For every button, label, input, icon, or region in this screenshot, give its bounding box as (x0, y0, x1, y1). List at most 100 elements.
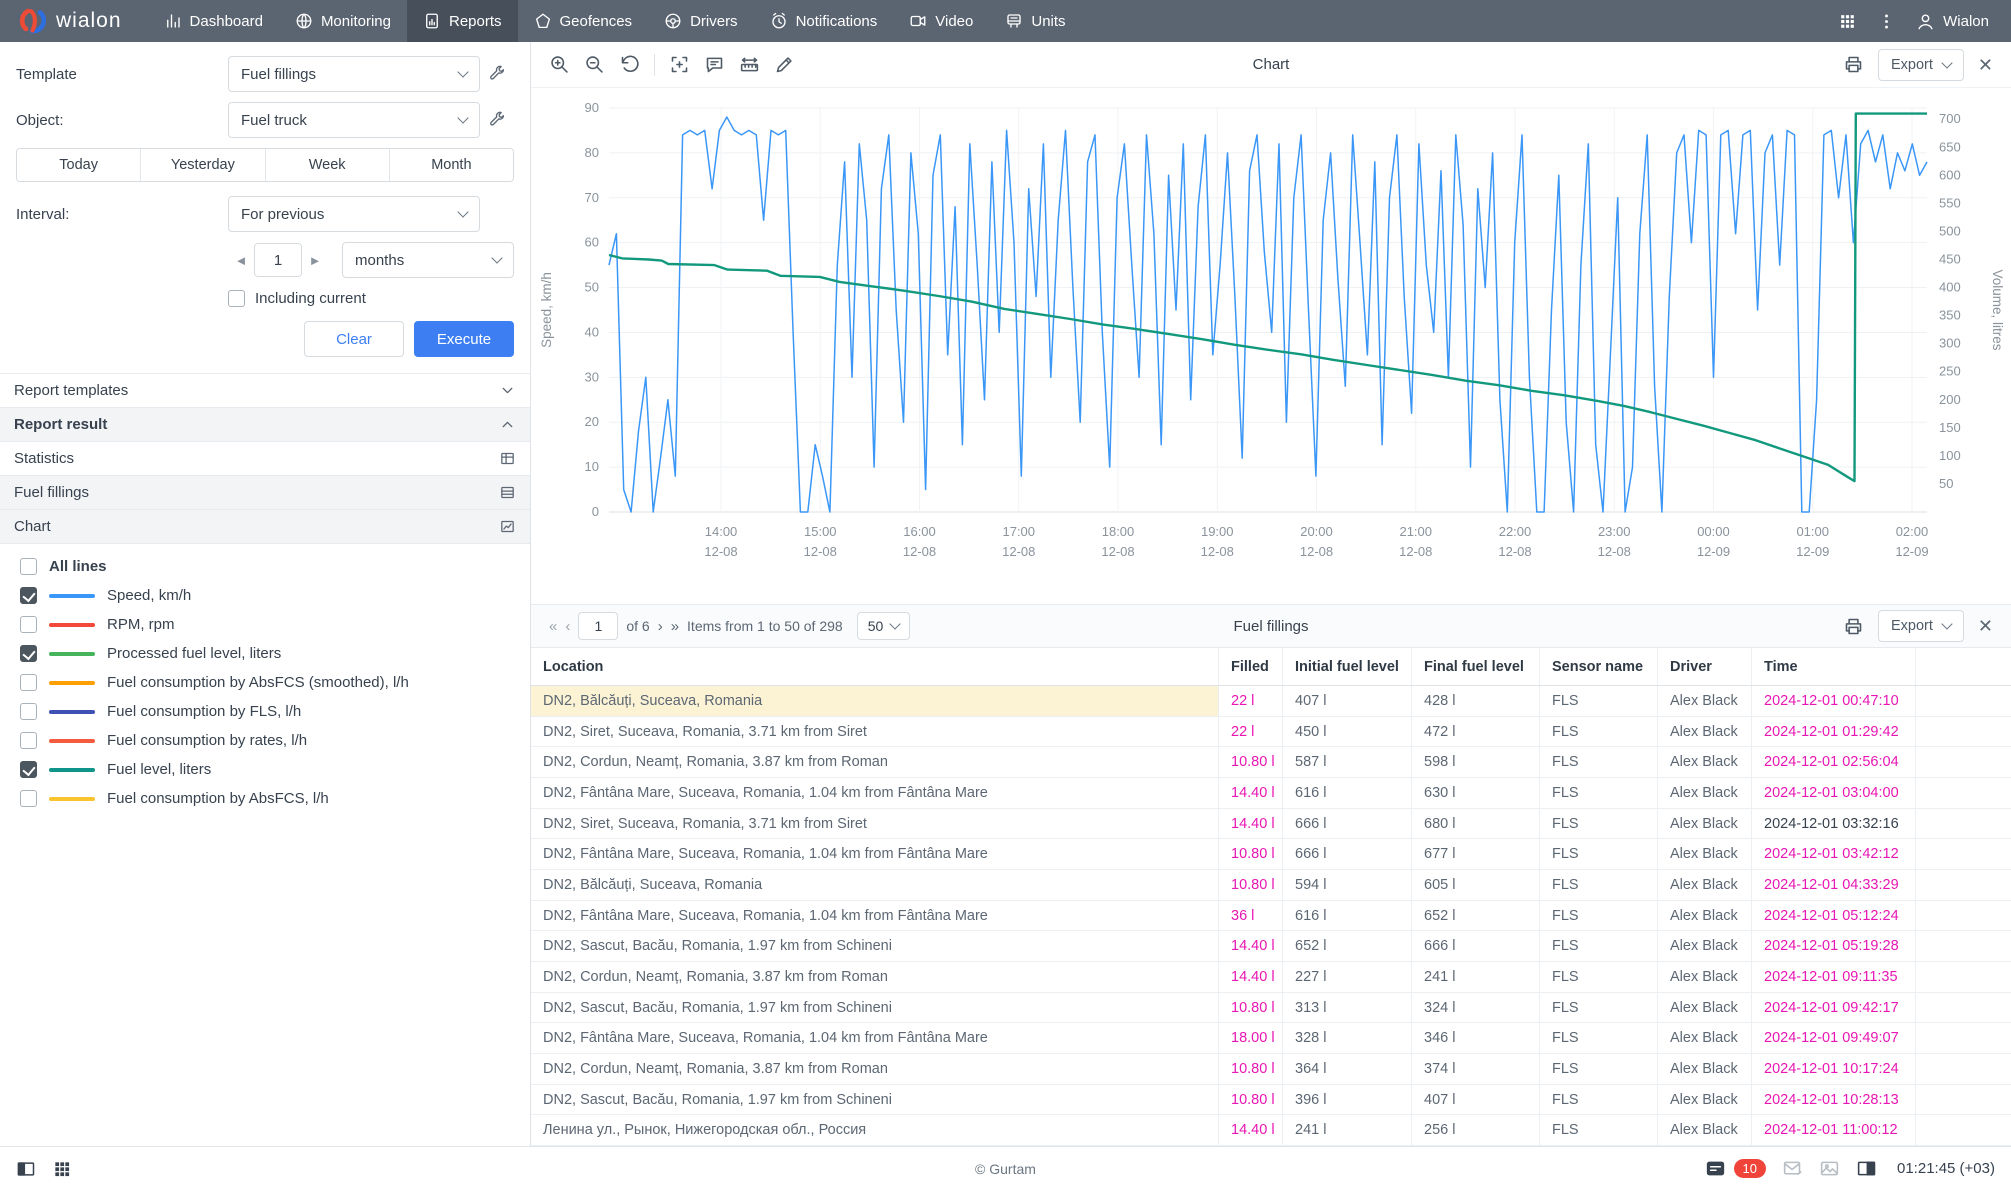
zoom-out-button[interactable] (584, 54, 605, 75)
nav-item-dashboard[interactable]: Dashboard (148, 0, 279, 42)
sidebar-section-fuel-fillings[interactable]: Fuel fillings (0, 475, 530, 509)
print-icon[interactable] (1843, 616, 1864, 637)
legend-item-rpm-rpm[interactable]: RPM, rpm (0, 610, 530, 639)
clear-button[interactable]: Clear (304, 321, 404, 357)
interval-increment-button[interactable]: ► (308, 252, 322, 268)
kebab-menu-icon[interactable] (1877, 12, 1896, 31)
nav-item-units[interactable]: Units (989, 0, 1081, 42)
media-icon[interactable] (1819, 1158, 1840, 1179)
table-row[interactable]: DN2, Siret, Suceava, Romania, 3.71 km fr… (531, 808, 2011, 840)
sidebar-toggle-icon[interactable] (16, 1159, 36, 1179)
template-select[interactable]: Fuel fillings (228, 56, 480, 92)
tab-month[interactable]: Month (389, 149, 513, 181)
interval-unit-select[interactable]: months (342, 242, 514, 278)
page-number-input[interactable] (578, 612, 619, 640)
template-edit-button[interactable] (480, 65, 514, 83)
sidebar-section-report-templates[interactable]: Report templates (0, 373, 530, 407)
next-page-button[interactable]: › (657, 617, 663, 635)
legend-item-fuel-consumption-by-absfcs-l-h[interactable]: Fuel consumption by AbsFCS, l/h (0, 784, 530, 813)
ruler-button[interactable] (739, 54, 760, 75)
svg-text:60: 60 (585, 235, 599, 250)
chart-plot-area[interactable]: 0 10 20 30 40 50 60 70 80 90 14:00 12-08 15:00 12-08 1… (531, 88, 2011, 604)
driver-cell: Alex Black (1658, 1084, 1752, 1115)
table-row[interactable]: DN2, Cordun, Neamț, Romania, 3.87 km fro… (531, 747, 2011, 779)
apps-grid-icon[interactable] (1838, 12, 1857, 31)
notifications-panel-icon[interactable] (1705, 1158, 1726, 1179)
sidebar-section-statistics[interactable]: Statistics (0, 441, 530, 475)
table-row[interactable]: DN2, Bălcăuți, Suceava, Romania 22 l 407 l… (531, 686, 2011, 717)
chart-close-icon[interactable]: ✕ (1977, 54, 1993, 75)
interval-select[interactable]: For previous (228, 196, 480, 232)
legend-item-fuel-consumption-by-rates-l-h[interactable]: Fuel consumption by rates, l/h (0, 726, 530, 755)
table-row[interactable]: DN2, Fântâna Mare, Suceava, Romania, 1.0… (531, 778, 2011, 809)
tab-week[interactable]: Week (265, 149, 390, 181)
wialon-logo[interactable]: wialon (0, 0, 148, 42)
execute-button[interactable]: Execute (414, 321, 514, 357)
including-current-checkbox[interactable]: Including current (228, 290, 514, 307)
legend-item-fuel-consumption-by-fls-l-h[interactable]: Fuel consumption by FLS, l/h (0, 697, 530, 726)
table-row[interactable]: DN2, Cordun, Neamț, Romania, 3.87 km fro… (531, 1054, 2011, 1085)
legend-item-fuel-level-liters[interactable]: Fuel level, liters (0, 755, 530, 784)
table2-icon (501, 486, 514, 499)
tab-yesterday[interactable]: Yesterday (141, 149, 266, 181)
table-row[interactable]: DN2, Siret, Suceava, Romania, 3.71 km fr… (531, 716, 2011, 748)
checkbox-icon (20, 674, 37, 691)
print-icon[interactable] (1843, 54, 1864, 75)
nav-item-monitoring[interactable]: Monitoring (279, 0, 407, 42)
sidebar-section-chart[interactable]: Chart (0, 509, 530, 543)
table-export-button[interactable]: Export (1877, 610, 1964, 642)
nav-item-video[interactable]: Video (893, 0, 989, 42)
apps-panel-icon[interactable] (52, 1159, 72, 1179)
user-menu[interactable]: Wialon (1916, 12, 1989, 31)
line-color-swatch (49, 738, 95, 743)
object-edit-button[interactable] (480, 111, 514, 129)
chart-export-button[interactable]: Export (1877, 48, 1964, 81)
svg-text:400: 400 (1939, 280, 1961, 295)
table-row[interactable]: DN2, Fântâna Mare, Suceava, Romania, 1.0… (531, 839, 2011, 871)
table-row[interactable]: DN2, Bălcăuți, Suceava, Romania 10.80 l 59… (531, 870, 2011, 901)
legend-item-processed-fuel-level-liters[interactable]: Processed fuel level, liters (0, 639, 530, 668)
nav-item-drivers[interactable]: Drivers (648, 0, 754, 42)
main-layout: Template Fuel fillings Object: Fuel truc… (0, 42, 2011, 1146)
table-row[interactable]: DN2, Fântâna Mare, Suceava, Romania, 1.0… (531, 1023, 2011, 1055)
nav-item-label: Drivers (690, 12, 738, 30)
table-row[interactable]: DN2, Cordun, Neamț, Romania, 3.87 km fro… (531, 962, 2011, 993)
final-fuel-cell: 630 l (1412, 778, 1540, 808)
page-of-label: of 6 (626, 618, 650, 634)
nav-item-geofences[interactable]: Geofences (518, 0, 649, 42)
tab-today[interactable]: Today (17, 149, 142, 181)
nav-item-reports[interactable]: Reports (406, 0, 518, 42)
prev-page-button[interactable]: ‹ (565, 617, 571, 635)
legend-item-all-lines[interactable]: All lines (0, 552, 530, 581)
interval-count-input[interactable] (254, 243, 302, 277)
fit-selection-button[interactable] (669, 54, 690, 75)
page-size-select[interactable]: 50 (856, 612, 911, 640)
zoom-in-button[interactable] (549, 54, 570, 75)
svg-text:10: 10 (585, 459, 599, 474)
table-row[interactable]: DN2, Sascut, Bacău, Romania, 1.97 km fro… (531, 1084, 2011, 1116)
time-cell: 2024-12-01 00:47:10 (1752, 686, 1916, 716)
legend-item-fuel-consumption-by-absfcs-smoothed-l-h[interactable]: Fuel consumption by AbsFCS (smoothed), l… (0, 668, 530, 697)
table-close-icon[interactable]: ✕ (1977, 616, 1993, 636)
table-row[interactable]: DN2, Sascut, Bacău, Romania, 1.97 km fro… (531, 931, 2011, 963)
sensor-name-cell: FLS (1540, 808, 1658, 839)
sidebar-section-report-result[interactable]: Report result (0, 407, 530, 441)
layout-panel-icon[interactable] (1856, 1158, 1877, 1179)
sensor-name-cell: FLS (1540, 716, 1658, 747)
zoom-in-icon (551, 56, 568, 73)
comment-button[interactable] (704, 54, 725, 75)
filler-cell (1916, 993, 2011, 1023)
interval-decrement-button[interactable]: ◄ (234, 252, 248, 268)
object-select[interactable]: Fuel truck (228, 102, 480, 138)
nav-item-notifications[interactable]: Notifications (754, 0, 894, 42)
reset-zoom-button[interactable] (619, 54, 640, 75)
legend-item-speed-km-h[interactable]: Speed, km/h (0, 581, 530, 610)
driver-cell: Alex Black (1658, 1115, 1752, 1146)
edit-button[interactable] (774, 54, 795, 75)
table-row[interactable]: DN2, Sascut, Bacău, Romania, 1.97 km fro… (531, 992, 2011, 1024)
last-page-button[interactable]: » (670, 617, 680, 635)
table-row[interactable]: DN2, Fântâna Mare, Suceava, Romania, 1.0… (531, 900, 2011, 932)
first-page-button[interactable]: « (549, 617, 558, 635)
messages-icon[interactable] (1782, 1158, 1803, 1179)
table-row[interactable]: Ленина ул., Рынок, Нижегородская обл., Р… (531, 1115, 2011, 1146)
